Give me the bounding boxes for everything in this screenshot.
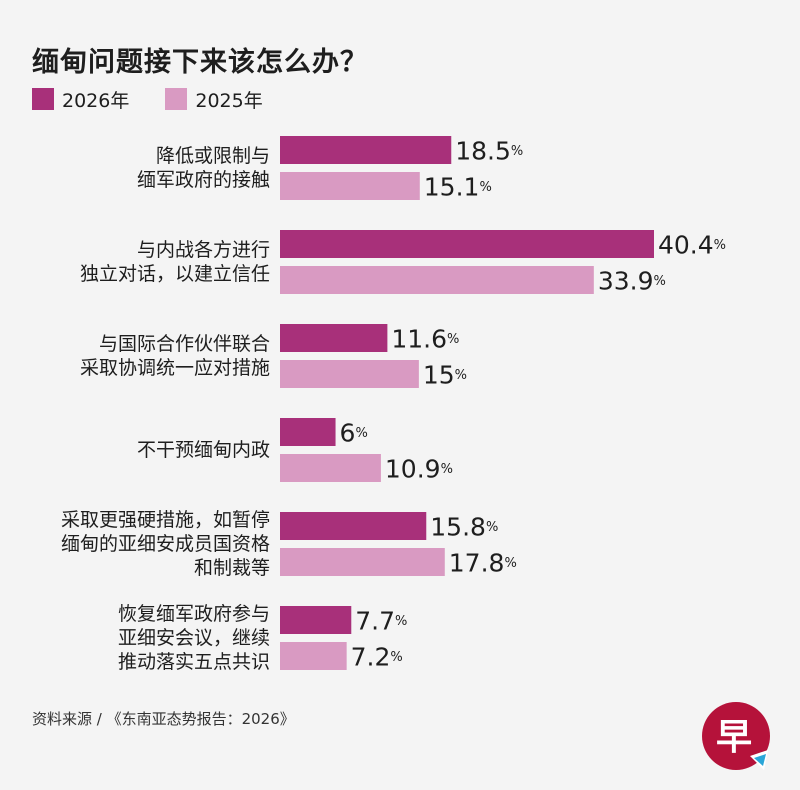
logo-circle [702, 702, 770, 770]
data-label: 6% [340, 419, 368, 448]
legend-swatch-2026 [32, 88, 54, 110]
category-label: 不干预缅甸内政 [137, 439, 270, 461]
data-label: 33.9% [598, 267, 666, 296]
data-label-unit: % [653, 274, 665, 289]
data-label: 11.6% [391, 325, 459, 354]
bar-2026 [280, 606, 352, 634]
source-note: 资料来源 / 《东南亚态势报告：2026》 [32, 710, 295, 728]
data-label: 15% [423, 361, 467, 390]
data-label-unit: % [395, 614, 407, 629]
data-label-unit: % [441, 462, 453, 477]
data-label: 10.9% [385, 455, 453, 484]
data-label-unit: % [455, 368, 467, 383]
bar-2025 [280, 360, 419, 388]
category-label: 与国际合作伙伴联合 [99, 333, 270, 355]
logo-accent [754, 754, 766, 766]
data-label: 7.2% [351, 643, 403, 672]
category-label: 亚细安会议，继续 [118, 627, 270, 649]
bar-2025 [280, 548, 445, 576]
legend: 2026年 2025年 [32, 84, 263, 114]
category-label: 独立对话，以建立信任 [80, 263, 270, 285]
category-label: 与内战各方进行 [137, 239, 270, 261]
bar-2025 [280, 642, 347, 670]
data-label: 7.7% [355, 607, 407, 636]
category-label: 恢复缅军政府参与 [118, 603, 270, 625]
category-label: 和制裁等 [194, 557, 270, 579]
category-label: 降低或限制与 [156, 145, 270, 167]
data-label-unit: % [355, 426, 367, 441]
data-label: 15.8% [430, 513, 498, 542]
zaobao-logo: 早 [702, 702, 770, 770]
legend-item-2026: 2026年 [32, 86, 129, 113]
category-label: 缅军政府的接触 [137, 169, 270, 191]
bar-2026 [280, 324, 388, 352]
category-label: 采取更强硬措施，如暂停 [61, 509, 270, 531]
bar-2025 [280, 454, 381, 482]
data-label: 17.8% [449, 549, 517, 578]
data-label-unit: % [714, 238, 726, 253]
data-label-unit: % [504, 556, 516, 571]
bar-2025 [280, 266, 594, 294]
bar-group: 不干预缅甸内政 6% 10.9% [137, 418, 453, 484]
bar-2026 [280, 512, 427, 540]
data-label: 18.5% [455, 137, 523, 166]
legend-item-2025: 2025年 [165, 86, 263, 113]
bar-2026 [280, 136, 452, 164]
logo-text: 早 [716, 717, 752, 758]
data-label-unit: % [479, 180, 491, 195]
chart-title: 缅甸问题接下来该怎么办？ [32, 47, 368, 78]
data-label: 15.1% [424, 173, 492, 202]
category-label: 缅甸的亚细安成员国资格 [61, 533, 270, 555]
category-label: 采取协调统一应对措施 [80, 357, 270, 379]
category-label: 推动落实五点共识 [118, 651, 270, 673]
data-label-unit: % [511, 144, 523, 159]
bar-2026 [280, 230, 654, 258]
legend-label-2025: 2025年 [195, 89, 263, 112]
data-label-unit: % [390, 650, 402, 665]
data-label-unit: % [447, 332, 459, 347]
bar-2026 [280, 418, 336, 446]
bar-2025 [280, 172, 420, 200]
legend-swatch-2025 [165, 88, 188, 110]
data-label-unit: % [486, 520, 498, 535]
legend-label-2026: 2026年 [62, 89, 130, 112]
data-label: 40.4% [658, 231, 726, 260]
